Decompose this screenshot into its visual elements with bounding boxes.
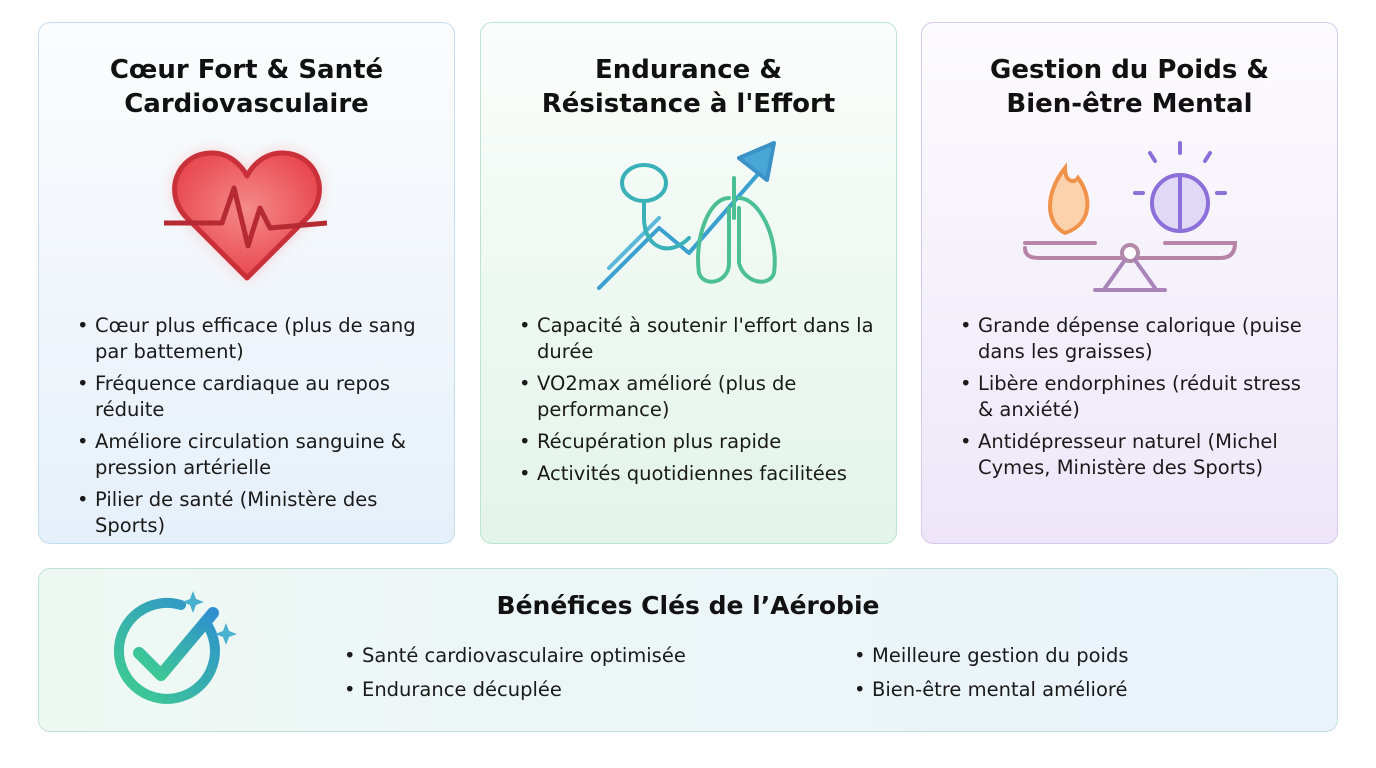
list-item: Meilleure gestion du poids [854,643,1317,669]
card-cardio: Cœur Fort & Santé Cardiovasculaire Cœur p… [38,22,455,544]
benefit-list: Cœur plus efficace (plus de sang par bat… [77,313,434,545]
list-item: Bien-être mental amélioré [854,677,1317,703]
list-item: Activités quotidiennes facilitées [519,461,876,487]
list-item: Antidépresseur naturel (Michel Cymes, Mi… [960,429,1317,481]
summary-title: Bénéfices Clés de l’Aérobie [496,591,880,620]
title-line: Endurance & [594,55,783,85]
card-weight-mental: Gestion du Poids & Bien-être Mental Grand… [921,22,1338,544]
balance-flame-brain-icon [1022,141,1237,292]
card-title: Cœur Fort & Santé Cardiovasculaire [39,53,454,121]
summary-panel: Bénéfices Clés de l’Aérobie Santé cardio… [38,568,1338,732]
lungs-arrow-icon [596,141,777,290]
check-circle-icon [113,591,237,704]
list-item: Santé cardiovasculaire optimisée [344,643,1317,669]
benefit-list: Grande dépense calorique (puise dans les… [960,313,1317,487]
list-item: Récupération plus rapide [519,429,876,455]
title-line: Résistance à l'Effort [541,89,836,119]
card-title: Endurance & Résistance à l'Effort [481,53,896,121]
title-line: Bien-être Mental [1006,89,1253,119]
summary-list-left: Santé cardiovasculaire optimisée Enduran… [344,643,1317,711]
list-item: Grande dépense calorique (puise dans les… [960,313,1317,365]
list-item: Fréquence cardiaque au repos réduite [77,371,434,423]
list-item: Capacité à soutenir l'effort dans la dur… [519,313,876,365]
card-endurance: Endurance & Résistance à l'Effort Capacit… [480,22,897,544]
benefit-list: Capacité à soutenir l'effort dans la dur… [519,313,876,493]
list-item: Pilier de santé (Ministère des Sports) [77,487,434,539]
title-line: Gestion du Poids & [989,55,1270,85]
title-line: Cardiovasculaire [124,89,369,119]
card-title: Gestion du Poids & Bien-être Mental [922,53,1337,121]
heart-pulse-icon [163,150,327,281]
list-item: Améliore circulation sanguine & pression… [77,429,434,481]
list-item: Cœur plus efficace (plus de sang par bat… [77,313,434,365]
list-item: Endurance décuplée [344,677,1317,703]
list-item: Libère endorphines (réduit stress & anxi… [960,371,1317,423]
list-item: VO2max amélioré (plus de performance) [519,371,876,423]
summary-list-right: Meilleure gestion du poids Bien-être men… [854,643,1317,711]
title-line: Cœur Fort & Santé [109,55,384,85]
